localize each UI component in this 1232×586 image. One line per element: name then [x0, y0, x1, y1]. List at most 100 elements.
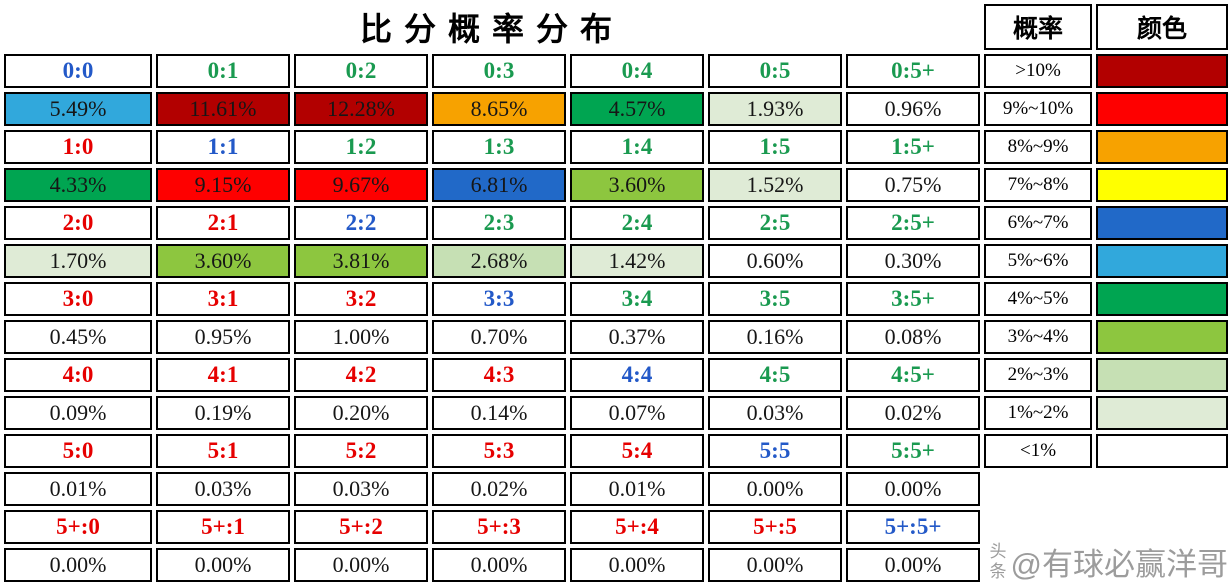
probability-cell: 0.00% [846, 472, 981, 506]
score-cell: 2:1 [156, 206, 290, 240]
score-cell: 2:2 [294, 206, 428, 240]
probability-value-row: 1.70% 3.60% 3.81% 2.68% 1.42% 0.60% 0.30% 5%~6% [4, 244, 1229, 278]
score-cell: 1:1 [156, 130, 290, 164]
probability-cell: 0.45% [4, 320, 152, 354]
legend-range-label: 8%~9% [984, 130, 1093, 164]
probability-cell: 3.81% [294, 244, 428, 278]
probability-cell: 6.81% [432, 168, 566, 202]
probability-cell: 0.14% [432, 396, 566, 430]
blank-cell [984, 472, 1092, 506]
probability-value-row: 0.45% 0.95% 1.00% 0.70% 0.37% 0.16% 0.08% 3%~4% [4, 320, 1229, 354]
score-cell: 5+:3 [432, 510, 566, 544]
probability-cell: 0.03% [708, 396, 842, 430]
probability-cell: 0.00% [846, 548, 981, 582]
legend-color-swatch [1096, 282, 1229, 316]
score-cell: 4:1 [156, 358, 290, 392]
score-label-row: 5:0 5:1 5:2 5:3 5:4 5:5 5:5+ <1% [4, 434, 1229, 468]
header-row: 比分概率分布 概率 颜色 [4, 4, 1229, 50]
probability-cell: 0.30% [846, 244, 981, 278]
probability-cell: 1.00% [294, 320, 428, 354]
score-cell: 5+:2 [294, 510, 428, 544]
probability-cell: 0.00% [294, 548, 428, 582]
legend-color-swatch [1096, 130, 1229, 164]
legend-range-label: 9%~10% [984, 92, 1093, 126]
score-cell: 4:0 [4, 358, 152, 392]
legend-range-label: 3%~4% [984, 320, 1093, 354]
legend-range-label: >10% [984, 54, 1093, 88]
probability-value-row: 5.49% 11.61% 12.28% 8.65% 4.57% 1.93% 0.96% 9%~… [4, 92, 1229, 126]
probability-cell: 0.16% [708, 320, 842, 354]
score-cell: 5:4 [570, 434, 704, 468]
score-cell: 1:0 [4, 130, 152, 164]
score-cell: 5+:5 [708, 510, 842, 544]
score-cell: 0:3 [432, 54, 566, 88]
score-cell: 5:0 [4, 434, 152, 468]
score-cell: 5:1 [156, 434, 290, 468]
score-cell: 2:0 [4, 206, 152, 240]
legend-range-label: 7%~8% [984, 168, 1093, 202]
probability-cell: 0.20% [294, 396, 428, 430]
score-cell: 4:4 [570, 358, 704, 392]
probability-cell: 0.70% [432, 320, 566, 354]
blank-cell [1096, 548, 1228, 582]
score-cell: 0:0 [4, 54, 152, 88]
probability-cell: 0.03% [294, 472, 428, 506]
score-cell: 3:5+ [846, 282, 981, 316]
score-cell: 5+:4 [570, 510, 704, 544]
probability-value-row: 0.00% 0.00% 0.00% 0.00% 0.00% 0.00% 0.00% [4, 548, 1228, 582]
legend-color-swatch [1096, 396, 1229, 430]
legend-color-swatch [1096, 358, 1229, 392]
probability-cell: 0.00% [570, 548, 704, 582]
score-cell: 5:5 [708, 434, 842, 468]
score-cell: 2:5 [708, 206, 842, 240]
blank-cell [984, 510, 1092, 544]
score-label-row: 4:0 4:1 4:2 4:3 4:4 4:5 4:5+ 2%~3% [4, 358, 1229, 392]
probability-cell: 1.52% [708, 168, 842, 202]
probability-cell: 0.95% [156, 320, 290, 354]
score-cell: 0:1 [156, 54, 290, 88]
score-cell: 1:3 [432, 130, 566, 164]
score-cell: 4:5 [708, 358, 842, 392]
score-cell: 2:4 [570, 206, 704, 240]
probability-cell: 1.42% [570, 244, 704, 278]
score-cell: 2:5+ [846, 206, 981, 240]
probability-cell: 11.61% [156, 92, 290, 126]
legend-range-label: 4%~5% [984, 282, 1093, 316]
probability-cell: 0.02% [432, 472, 566, 506]
score-label-row: 5+:0 5+:1 5+:2 5+:3 5+:4 5+:5 5+:5+ [4, 510, 1228, 544]
score-cell: 4:5+ [846, 358, 981, 392]
probability-cell: 0.01% [4, 472, 152, 506]
probability-cell: 0.96% [846, 92, 981, 126]
probability-cell: 0.19% [156, 396, 290, 430]
legend-range-label: <1% [984, 434, 1093, 468]
score-cell: 0:5+ [846, 54, 981, 88]
score-cell: 0:4 [570, 54, 704, 88]
probability-cell: 9.15% [156, 168, 290, 202]
probability-cell: 8.65% [432, 92, 566, 126]
score-cell: 3:2 [294, 282, 428, 316]
score-cell: 4:3 [432, 358, 566, 392]
probability-cell: 0.00% [4, 548, 152, 582]
score-cell: 5:3 [432, 434, 566, 468]
probability-cell: 0.03% [156, 472, 290, 506]
probability-cell: 3.60% [570, 168, 704, 202]
score-cell: 3:1 [156, 282, 290, 316]
probability-cell: 1.70% [4, 244, 152, 278]
score-cell: 0:5 [708, 54, 842, 88]
probability-cell: 0.00% [156, 548, 290, 582]
score-cell: 5+:5+ [846, 510, 981, 544]
legend-color-swatch [1096, 320, 1229, 354]
probability-cell: 5.49% [4, 92, 152, 126]
score-cell: 5:5+ [846, 434, 981, 468]
legend-range-label: 5%~6% [984, 244, 1093, 278]
probability-cell: 0.08% [846, 320, 981, 354]
score-cell: 5+:0 [4, 510, 152, 544]
probability-cell: 0.37% [570, 320, 704, 354]
legend-color-swatch [1096, 168, 1229, 202]
legend-probability-header: 概率 [984, 4, 1093, 50]
score-label-row: 2:0 2:1 2:2 2:3 2:4 2:5 2:5+ 6%~7% [4, 206, 1229, 240]
score-cell: 2:3 [432, 206, 566, 240]
probability-cell: 3.60% [156, 244, 290, 278]
score-cell: 1:5 [708, 130, 842, 164]
